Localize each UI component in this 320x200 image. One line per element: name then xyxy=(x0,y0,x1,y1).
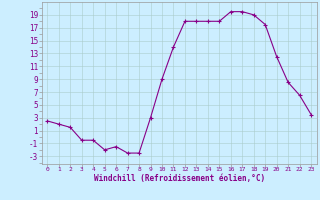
X-axis label: Windchill (Refroidissement éolien,°C): Windchill (Refroidissement éolien,°C) xyxy=(94,174,265,183)
